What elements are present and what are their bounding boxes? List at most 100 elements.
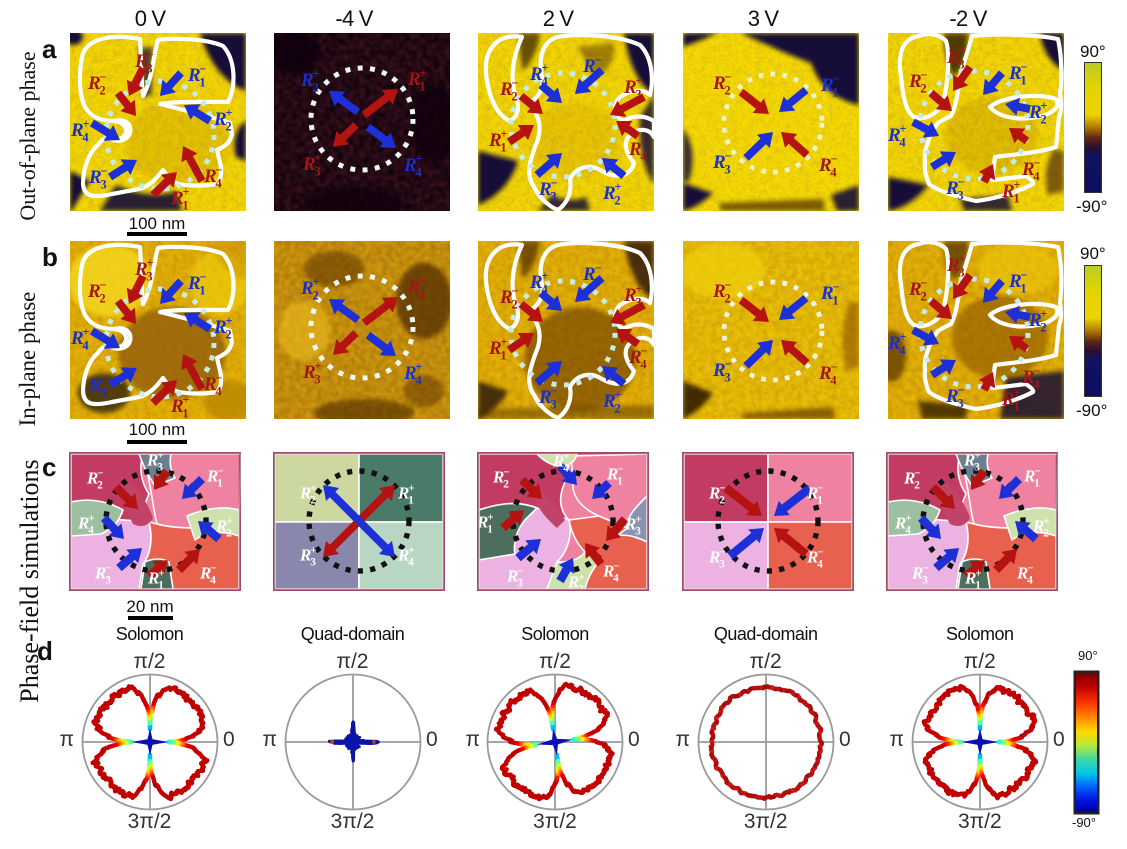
svg-text:+: + (563, 452, 569, 463)
svg-text:1: 1 (158, 579, 164, 591)
svg-text:1: 1 (1034, 477, 1040, 489)
svg-text:R: R (806, 483, 818, 502)
svg-text:+: + (1013, 178, 1020, 192)
svg-text:R: R (1028, 310, 1042, 331)
svg-text:R: R (170, 396, 184, 417)
svg-text:R: R (499, 79, 513, 100)
svg-text:R: R (582, 264, 596, 285)
svg-text:+: + (1013, 386, 1020, 400)
svg-text:−: − (517, 566, 523, 578)
svg-text:R: R (299, 545, 311, 564)
svg-text:2: 2 (225, 328, 231, 342)
svg-text:R: R (134, 51, 148, 72)
svg-text:2: 2 (614, 402, 620, 416)
svg-text:+: + (408, 483, 414, 495)
svg-text:R: R (820, 75, 834, 96)
svg-text:2: 2 (99, 292, 105, 306)
svg-text:R: R (1001, 181, 1015, 202)
svg-text:R: R (946, 47, 960, 68)
svg-text:R: R (86, 468, 98, 487)
svg-text:2: 2 (724, 292, 730, 306)
svg-text:R: R (894, 513, 906, 532)
svg-text:R: R (1032, 516, 1044, 535)
svg-text:1: 1 (500, 349, 506, 363)
svg-text:+: + (419, 274, 426, 288)
svg-text:3: 3 (146, 270, 152, 284)
svg-text:1: 1 (217, 477, 223, 489)
svg-text:−: − (210, 563, 216, 575)
svg-text:+: + (88, 513, 94, 525)
svg-text:+: + (541, 61, 548, 75)
svg-text:3: 3 (635, 88, 641, 102)
svg-text:2: 2 (1043, 527, 1049, 539)
svg-text:−: − (724, 278, 731, 292)
svg-text:−: − (640, 136, 647, 150)
svg-text:R: R (299, 483, 311, 502)
svg-text:R: R (206, 466, 218, 485)
svg-text:R: R (1001, 389, 1015, 410)
svg-text:−: − (724, 70, 731, 84)
svg-text:+: + (225, 314, 232, 328)
svg-text:−: − (511, 76, 518, 90)
svg-text:−: − (920, 68, 927, 82)
svg-text:−: − (217, 466, 223, 478)
svg-text:R: R (488, 130, 502, 151)
svg-text:R: R (300, 278, 314, 299)
svg-text:3: 3 (550, 398, 556, 412)
svg-text:R: R (712, 152, 726, 173)
svg-text:3: 3 (635, 296, 641, 310)
svg-text:1: 1 (1013, 192, 1019, 206)
svg-text:R: R (1021, 367, 1035, 388)
svg-text:R: R (499, 287, 513, 308)
svg-text:3: 3 (958, 266, 964, 280)
svg-text:R: R (908, 71, 922, 92)
svg-text:R: R (1008, 63, 1022, 84)
svg-text:4: 4 (817, 558, 823, 570)
svg-text:R: R (477, 512, 488, 531)
svg-text:3: 3 (310, 556, 316, 568)
svg-text:−: − (1020, 60, 1027, 74)
svg-text:4: 4 (905, 524, 911, 536)
svg-text:2: 2 (226, 527, 232, 539)
svg-text:3: 3 (146, 62, 152, 76)
svg-text:+: + (225, 106, 232, 120)
svg-text:4: 4 (408, 556, 414, 568)
svg-text:−: − (99, 70, 106, 84)
svg-text:−: − (1033, 156, 1040, 170)
svg-text:3: 3 (719, 558, 725, 570)
svg-text:1: 1 (975, 579, 981, 591)
svg-text:+: + (158, 568, 164, 580)
svg-text:−: − (922, 563, 928, 575)
svg-text:−: − (550, 384, 557, 398)
svg-text:4: 4 (1027, 574, 1033, 586)
svg-text:+: + (146, 48, 153, 62)
svg-text:2: 2 (914, 479, 920, 491)
svg-text:R: R (1028, 102, 1042, 123)
svg-text:1: 1 (419, 288, 425, 302)
svg-text:R: R (628, 347, 642, 368)
svg-text:4: 4 (899, 344, 906, 358)
svg-text:−: − (830, 152, 837, 166)
svg-text:+: + (899, 330, 906, 344)
svg-text:4: 4 (640, 150, 647, 164)
svg-text:R: R (88, 167, 102, 188)
svg-text:R: R (187, 273, 201, 294)
svg-text:R: R (582, 56, 596, 77)
svg-text:R: R (87, 281, 101, 302)
svg-text:4: 4 (82, 131, 89, 145)
svg-text:+: + (614, 180, 621, 194)
svg-text:1: 1 (487, 523, 493, 535)
svg-text:+: + (958, 44, 965, 58)
svg-text:1: 1 (817, 494, 823, 506)
svg-text:+: + (314, 151, 321, 165)
svg-text:R: R (147, 568, 159, 587)
svg-text:1: 1 (182, 407, 188, 420)
svg-text:R: R (213, 317, 227, 338)
svg-text:1: 1 (832, 294, 838, 308)
svg-text:4: 4 (215, 385, 222, 399)
svg-text:R: R (88, 375, 102, 396)
svg-text:2: 2 (99, 84, 105, 98)
svg-text:4: 4 (830, 374, 837, 388)
svg-text:+: + (500, 335, 507, 349)
svg-text:4: 4 (1033, 378, 1040, 392)
